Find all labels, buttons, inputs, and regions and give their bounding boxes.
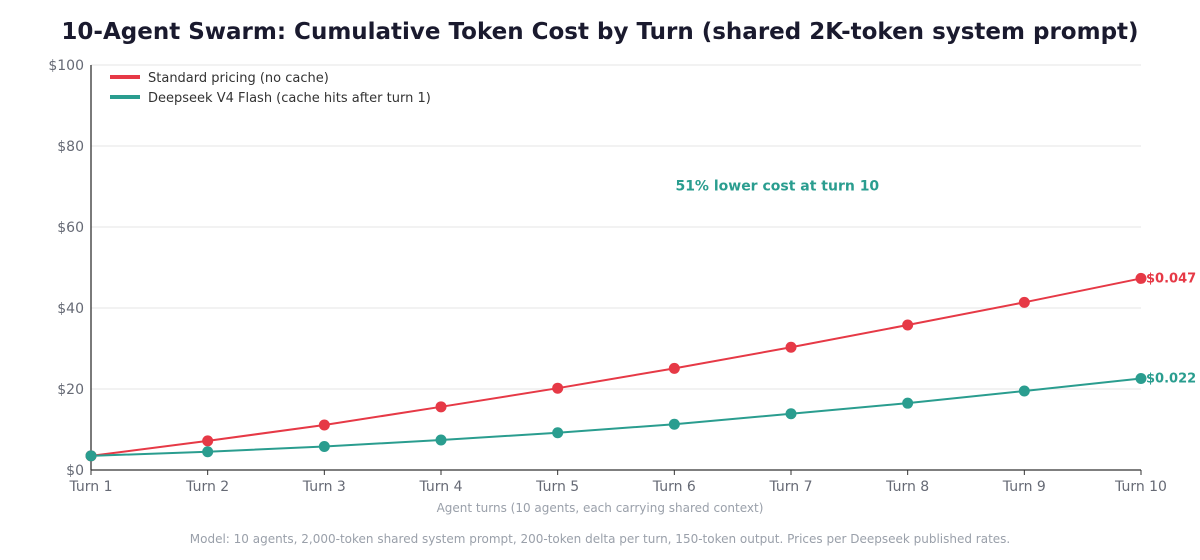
- data-point: [552, 427, 564, 439]
- data-point: [1018, 296, 1030, 308]
- data-point: [318, 419, 330, 431]
- y-tick-label: $20: [57, 382, 84, 398]
- data-point: [1135, 272, 1147, 284]
- x-axis-label: Agent turns (10 agents, each carrying sh…: [437, 501, 764, 515]
- end-value-label: $0.022: [1146, 371, 1196, 386]
- data-point: [85, 450, 97, 462]
- x-axis-ticks: Turn 1 Turn 2 Turn 3 Turn 4 Turn 5 Turn 6 Turn…: [68, 470, 1167, 495]
- data-point: [318, 441, 330, 453]
- x-tick-label: Turn 10: [1114, 479, 1167, 495]
- data-point: [202, 446, 214, 458]
- x-tick-label: Turn 1: [68, 479, 112, 495]
- legend-label: Standard pricing (no cache): [148, 71, 329, 86]
- x-tick-label: Turn 3: [302, 479, 346, 495]
- chart-title: 10-Agent Swarm: Cumulative Token Cost by…: [61, 19, 1138, 45]
- legend: Standard pricing (no cache) Deepseek V4 F…: [110, 71, 431, 106]
- x-tick-label: Turn 8: [885, 479, 929, 495]
- data-point: [435, 434, 447, 446]
- series-line: [90, 377, 1142, 457]
- series-line: [90, 277, 1142, 457]
- data-point: [202, 435, 214, 447]
- x-tick-label: Turn 9: [1002, 479, 1046, 495]
- data-point: [552, 382, 564, 394]
- y-tick-label: $80: [57, 139, 84, 155]
- data-point: [785, 408, 797, 420]
- data-point: [785, 341, 797, 353]
- data-point: [1135, 372, 1147, 384]
- legend-label: Deepseek V4 Flash (cache hits after turn…: [148, 91, 431, 106]
- grid: [91, 64, 1141, 390]
- x-tick-label: Turn 6: [652, 479, 696, 495]
- y-axis-ticks: $0 $20 $40 $60 $80 $100: [48, 58, 84, 479]
- series-group: $0.047 $0.022: [85, 271, 1196, 462]
- footnote: Model: 10 agents, 2,000-token shared sys…: [190, 532, 1011, 546]
- y-tick-label: $0: [66, 463, 84, 479]
- end-value-label: $0.047: [1146, 271, 1196, 286]
- data-point: [1018, 385, 1030, 397]
- data-point: [902, 319, 914, 331]
- data-point: [668, 362, 680, 374]
- data-point: [668, 418, 680, 430]
- x-tick-label: Turn 5: [535, 479, 579, 495]
- x-tick-label: Turn 7: [768, 479, 812, 495]
- x-tick-label: Turn 4: [418, 479, 462, 495]
- y-tick-label: $100: [48, 58, 84, 74]
- data-point: [435, 401, 447, 413]
- data-point: [902, 397, 914, 409]
- y-tick-label: $40: [57, 301, 84, 317]
- x-tick-label: Turn 2: [185, 479, 229, 495]
- y-tick-label: $60: [57, 220, 84, 236]
- annotation: 51% lower cost at turn 10: [675, 179, 879, 195]
